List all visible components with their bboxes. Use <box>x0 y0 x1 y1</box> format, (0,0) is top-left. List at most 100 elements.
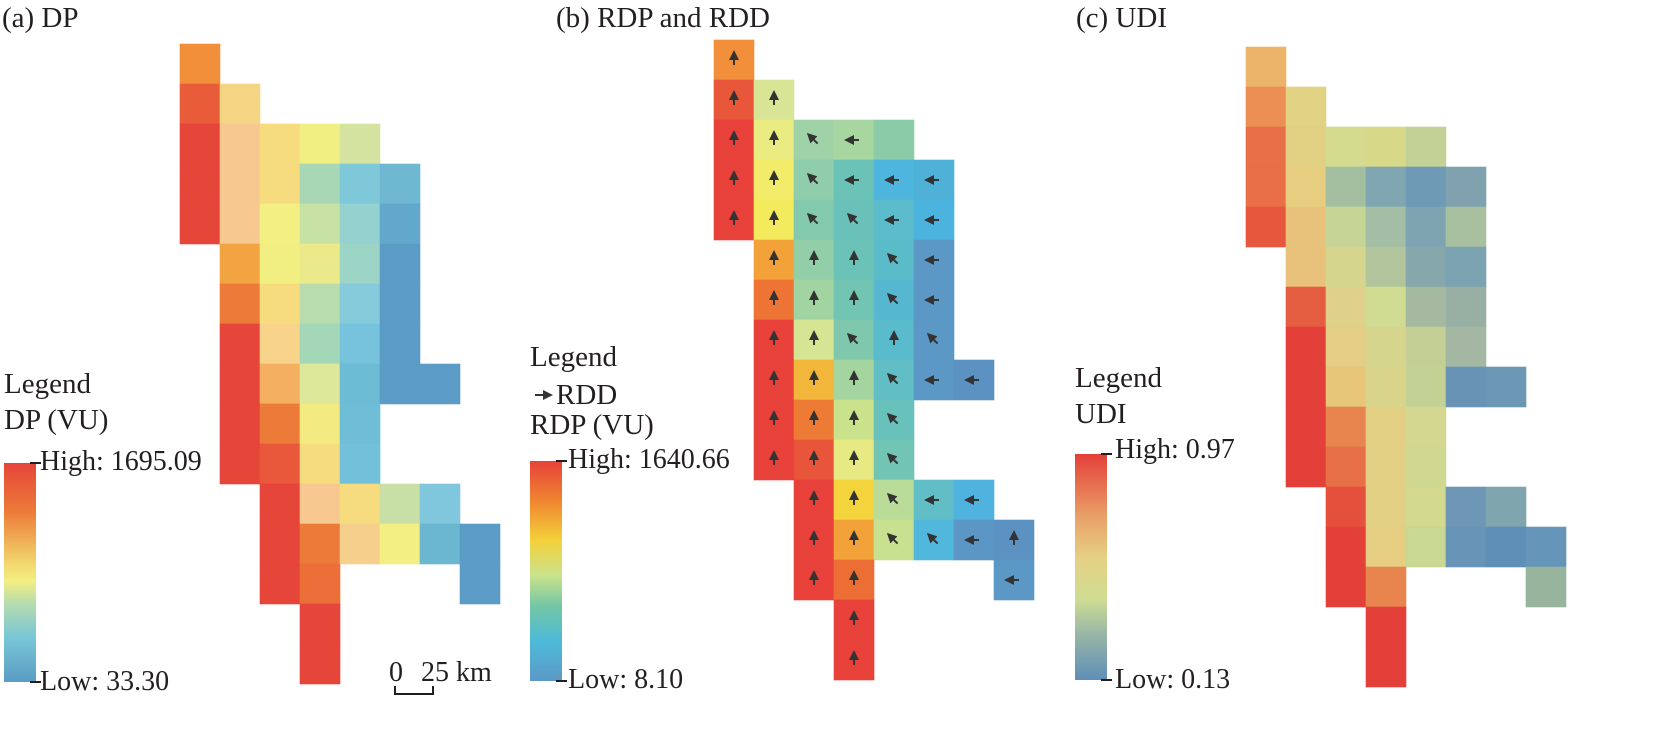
rdd-direction-arrow-icon <box>846 332 859 345</box>
rdp-grid-cell <box>753 119 795 161</box>
rdd-direction-arrow-icon <box>846 212 859 225</box>
udi-grid-cell <box>1445 286 1487 328</box>
rdd-direction-arrow-icon <box>806 172 819 185</box>
legend-low-label-udi: Low: 0.13 <box>1115 664 1231 695</box>
dp-grid-cell <box>339 203 381 245</box>
dp-grid-cell <box>339 363 381 405</box>
rdd-direction-arrow-icon <box>926 532 939 545</box>
udi-grid-cell <box>1325 526 1367 568</box>
ramp-tick-low-rdp <box>556 680 567 682</box>
rdd-direction-arrow-icon <box>926 332 939 345</box>
legend-high-label-rdp: High: 1640.66 <box>568 444 730 475</box>
udi-grid-cell <box>1365 206 1407 248</box>
udi-grid-cell <box>1285 446 1327 488</box>
udi-grid-cell <box>1485 486 1527 528</box>
dp-grid-cell <box>339 123 381 165</box>
dp-grid-cell <box>219 123 261 165</box>
udi-grid-cell <box>1285 286 1327 328</box>
ramp-tick-high-dp <box>30 462 41 464</box>
dp-grid-cell <box>299 283 341 325</box>
dp-grid-cell <box>219 323 261 365</box>
dp-grid-cell <box>459 563 501 605</box>
dp-grid-cell <box>299 123 341 165</box>
dp-grid-cell <box>459 523 501 565</box>
dp-grid-cell <box>339 283 381 325</box>
udi-grid-cell <box>1285 366 1327 408</box>
dp-grid-cell <box>299 523 341 565</box>
ramp-tick-high-udi <box>1101 453 1112 455</box>
dp-grid-cell <box>259 323 301 365</box>
rdd-direction-arrow-icon <box>886 452 899 465</box>
rdd-direction-arrow-icon <box>886 492 899 505</box>
udi-grid-cell <box>1285 166 1327 208</box>
dp-grid-cell <box>219 363 261 405</box>
legend-heading-rdp: Legend <box>530 341 617 373</box>
dp-grid-cell <box>339 323 381 365</box>
ramp-tick-low-udi <box>1101 679 1112 681</box>
udi-grid-cell <box>1445 246 1487 288</box>
dp-grid-cell <box>379 363 421 405</box>
udi-grid-cell <box>1325 406 1367 448</box>
dp-grid-cell <box>299 163 341 205</box>
udi-grid-cell <box>1285 326 1327 368</box>
grid-rdp <box>713 39 1035 681</box>
legend-variable-udi: UDI <box>1075 398 1127 430</box>
udi-grid-cell <box>1525 566 1567 608</box>
udi-grid-cell <box>1285 126 1327 168</box>
udi-grid-cell <box>1245 206 1287 248</box>
dp-grid-cell <box>299 563 341 605</box>
scale-bar-zero: 0 <box>389 657 403 688</box>
color-ramp-rdp <box>530 461 562 681</box>
panel-title-rdp: (b) RDP and RDD <box>556 2 771 34</box>
legend-low-label-dp: Low: 33.30 <box>40 666 170 697</box>
udi-grid-cell <box>1325 486 1367 528</box>
udi-grid-cell <box>1365 606 1407 648</box>
dp-grid-cell <box>179 83 221 125</box>
dp-grid-cell <box>299 243 341 285</box>
dp-grid-cell <box>299 603 341 645</box>
udi-grid-cell <box>1325 166 1367 208</box>
dp-grid-cell <box>219 403 261 445</box>
udi-grid-cell <box>1365 246 1407 288</box>
udi-grid-cell <box>1245 46 1287 88</box>
rdp-grid-cell <box>873 119 915 161</box>
dp-grid-cell <box>379 203 421 245</box>
udi-grid-cell <box>1365 126 1407 168</box>
udi-grid-cell <box>1325 246 1367 288</box>
dp-grid-cell <box>379 163 421 205</box>
udi-grid-cell <box>1285 406 1327 448</box>
udi-grid-cell <box>1245 166 1287 208</box>
dp-grid-cell <box>299 483 341 525</box>
udi-grid-cell <box>1365 286 1407 328</box>
udi-grid-cell <box>1365 646 1407 688</box>
udi-grid-cell <box>1445 486 1487 528</box>
scale-bar <box>394 686 434 695</box>
udi-grid-cell <box>1485 366 1527 408</box>
udi-grid-cell <box>1405 126 1447 168</box>
dp-grid-cell <box>259 243 301 285</box>
udi-grid-cell <box>1325 566 1367 608</box>
udi-grid-cell <box>1325 206 1367 248</box>
ramp-tick-high-rdp <box>556 460 567 462</box>
dp-grid-cell <box>379 283 421 325</box>
udi-grid-cell <box>1325 326 1367 368</box>
rdd-direction-arrow-icon <box>806 132 819 145</box>
legend-variable-dp: DP (VU) <box>4 404 109 436</box>
legend-heading-dp: Legend <box>4 368 91 400</box>
dp-grid-cell <box>259 403 301 445</box>
dp-grid-cell <box>259 483 301 525</box>
udi-grid-cell <box>1325 446 1367 488</box>
dp-grid-cell <box>219 163 261 205</box>
udi-grid-cell <box>1245 86 1287 128</box>
udi-grid-cell <box>1325 126 1367 168</box>
legend-high-label-dp: High: 1695.09 <box>40 446 202 477</box>
udi-grid-cell <box>1245 126 1287 168</box>
dp-grid-cell <box>299 643 341 685</box>
dp-grid-cell <box>259 123 301 165</box>
dp-grid-cell <box>339 243 381 285</box>
dp-grid-cell <box>219 203 261 245</box>
dp-grid-cell <box>259 523 301 565</box>
dp-grid-cell <box>379 323 421 365</box>
dp-grid-cell <box>179 43 221 85</box>
